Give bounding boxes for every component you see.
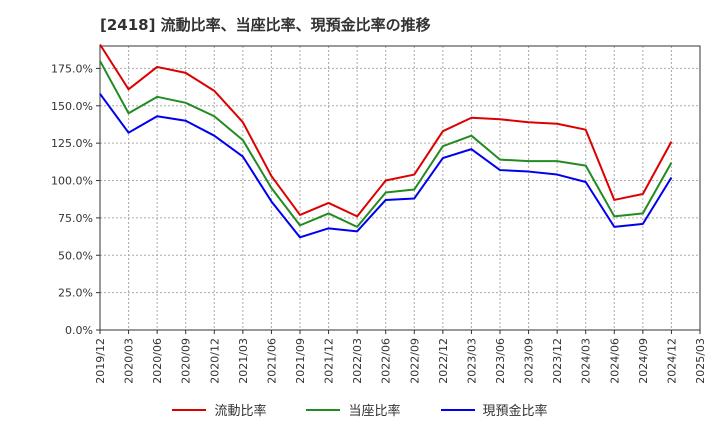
x-tick-label: 2020/12 [208, 338, 221, 384]
x-tick-label: 2021/06 [265, 338, 278, 384]
legend-label-current-ratio: 流動比率 [214, 404, 267, 419]
y-tick-label: 75.0% [58, 212, 93, 225]
x-tick-label: 2024/03 [580, 338, 593, 384]
y-tick-label: 25.0% [58, 287, 93, 300]
series-line-1 [99, 60, 673, 228]
x-tick-label: 2020/06 [151, 338, 164, 384]
legend-item-current-ratio: 流動比率 [172, 400, 266, 419]
legend-swatch-current-ratio [172, 408, 207, 411]
legend-swatch-quick-ratio [306, 408, 341, 411]
x-tick-label: 2025/03 [694, 338, 707, 384]
x-tick-label: 2024/09 [637, 338, 650, 384]
legend-label-cash-ratio: 現預金比率 [482, 404, 548, 419]
x-tick-label: 2021/09 [294, 338, 307, 384]
y-tick-label: 50.0% [58, 249, 93, 262]
x-tick-label: 2022/09 [408, 338, 421, 384]
x-tick-label: 2022/06 [380, 338, 393, 384]
y-tick-label: 100.0% [51, 175, 93, 188]
y-tick-label: 175.0% [51, 62, 93, 75]
x-tick-label: 2022/03 [351, 338, 364, 384]
x-tick-label: 2023/06 [494, 338, 507, 384]
x-tick-label: 2021/12 [323, 338, 336, 384]
plot-frame [99, 45, 701, 331]
x-tick-label: 2019/12 [94, 338, 107, 384]
x-tick-label: 2023/09 [523, 338, 536, 384]
x-tick-label: 2023/12 [551, 338, 564, 384]
legend-item-cash-ratio: 現預金比率 [440, 400, 548, 419]
series-line-0 [99, 43, 673, 218]
y-tick-label: 0.0% [65, 324, 93, 337]
x-tick-label: 2020/03 [123, 338, 136, 384]
legend: 流動比率 当座比率 現預金比率 [0, 400, 720, 419]
series-line-2 [99, 93, 673, 239]
legend-swatch-cash-ratio [440, 408, 475, 411]
y-tick-label: 150.0% [51, 100, 93, 113]
chart-title: [2418] 流動比率、当座比率、現預金比率の推移 [100, 16, 431, 34]
y-tick-label: 125.0% [51, 137, 93, 150]
x-tick-label: 2022/12 [437, 338, 450, 384]
x-tick-label: 2020/09 [180, 338, 193, 384]
legend-label-quick-ratio: 当座比率 [348, 404, 401, 419]
x-tick-label: 2021/03 [237, 338, 250, 384]
x-tick-label: 2024/12 [665, 338, 678, 384]
x-tick-label: 2024/06 [608, 338, 621, 384]
legend-item-quick-ratio: 当座比率 [306, 400, 401, 419]
x-tick-label: 2023/03 [465, 338, 478, 384]
